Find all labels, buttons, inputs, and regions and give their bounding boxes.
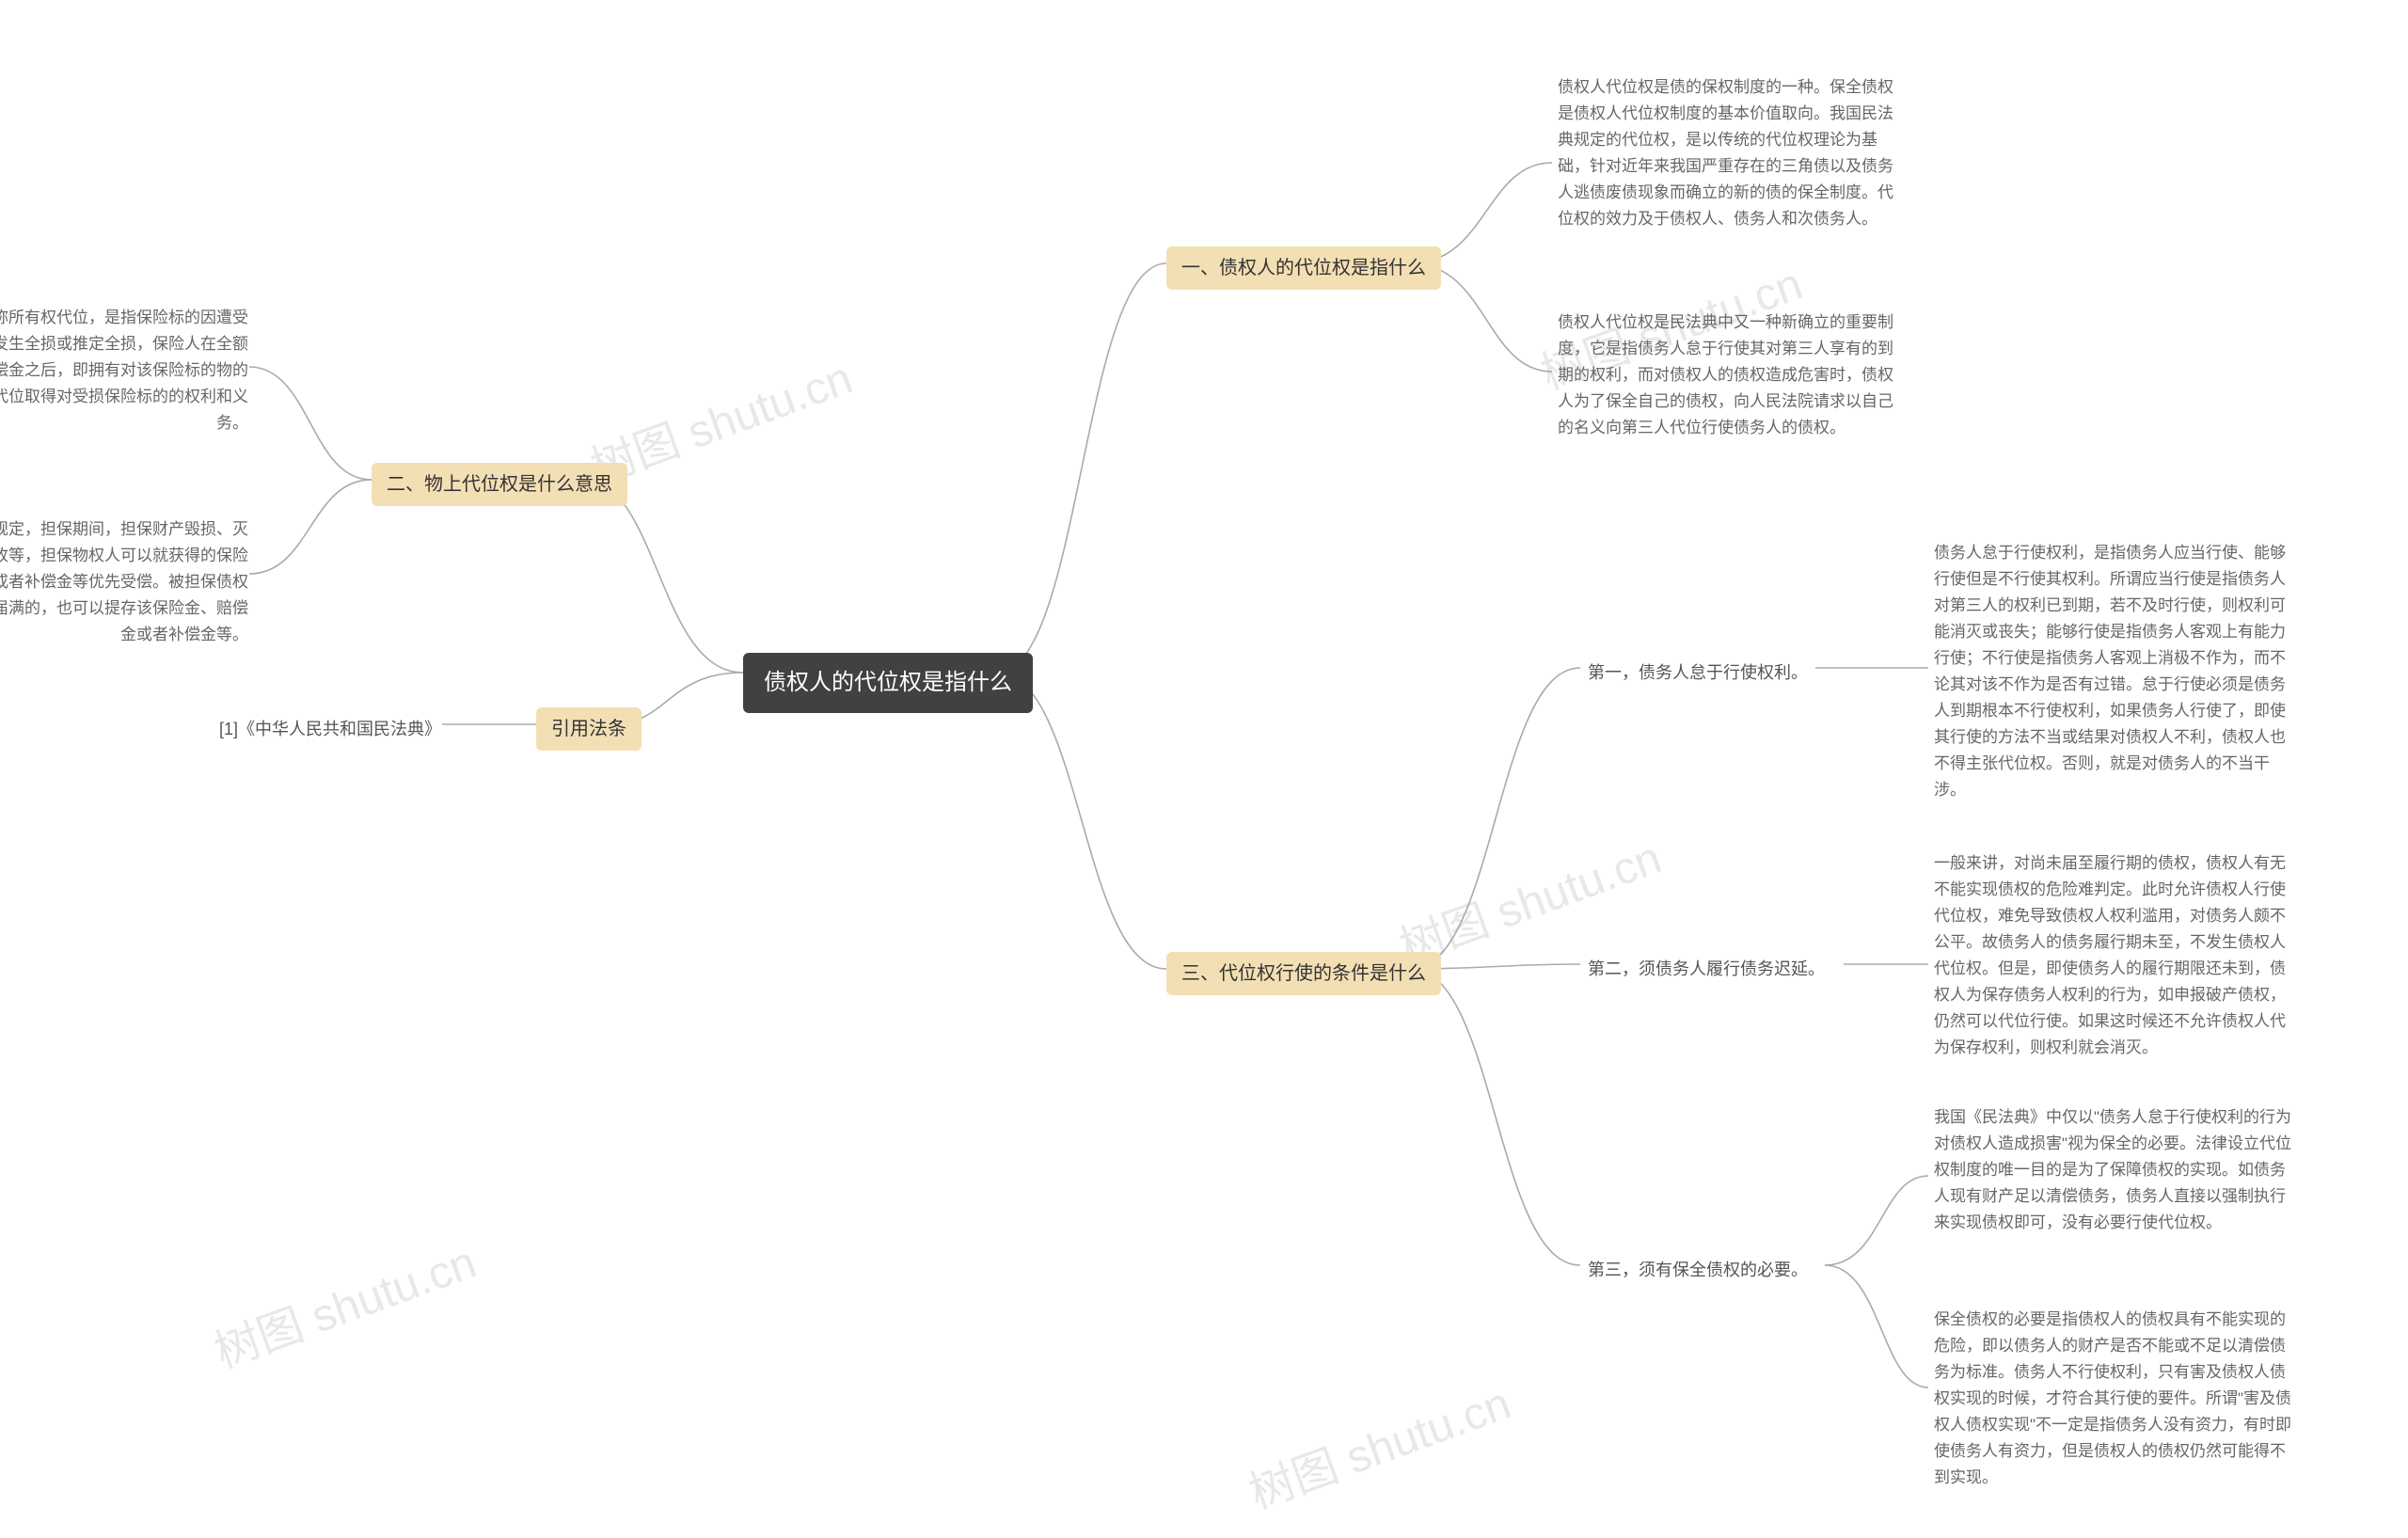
leaf-text: 债权人代位权是民法典中又一种新确立的重要制度，它是指债务人怠于行使其对第三人享有… xyxy=(1552,306,1909,445)
sub-label: 第三，须有保全债权的必要。 xyxy=(1580,1254,1815,1287)
leaf-text: [1]《中华人民共和国民法典》 xyxy=(212,713,449,746)
branch-left-1: 二、物上代位权是什么意思 xyxy=(372,463,627,506)
leaf-text: 我国《民法典》中仅以"债务人怠于行使权利的行为对债权人造成损害"视为保全的必要。… xyxy=(1928,1101,2300,1240)
leaf-text: 一般来讲，对尚未届至履行期的债权，债权人有无不能实现债权的危险难判定。此时允许债… xyxy=(1928,847,2300,1065)
leaf-text: 物上代位又称所有权代位，是指保险标的因遭受保险事故而发生全损或推定全损，保险人在… xyxy=(0,301,254,440)
mindmap-root: 债权人的代位权是指什么 xyxy=(743,653,1033,713)
leaf-text: 《民法典》规定，担保期间，担保财产毁损、灭失或者被征收等，担保物权人可以就获得的… xyxy=(0,513,254,652)
watermark: 树图 shutu.cn xyxy=(204,1225,483,1380)
leaf-text: 债务人怠于行使权利，是指债务人应当行使、能够行使但是不行使其权利。所谓应当行使是… xyxy=(1928,536,2300,807)
leaf-text: 保全债权的必要是指债权人的债权具有不能实现的危险，即以债务人的财产是否不能或不足… xyxy=(1928,1303,2300,1495)
branch-left-2: 引用法条 xyxy=(536,707,642,751)
sub-label: 第一，债务人怠于行使权利。 xyxy=(1580,657,1815,690)
sub-label: 第二，须债务人履行债务迟延。 xyxy=(1580,953,1832,986)
watermark: 树图 shutu.cn xyxy=(1239,1366,1518,1521)
branch-right-2: 三、代位权行使的条件是什么 xyxy=(1166,952,1441,995)
branch-right-1: 一、债权人的代位权是指什么 xyxy=(1166,246,1441,290)
leaf-text: 债权人代位权是债的保权制度的一种。保全债权是债权人代位权制度的基本价值取向。我国… xyxy=(1552,71,1909,236)
